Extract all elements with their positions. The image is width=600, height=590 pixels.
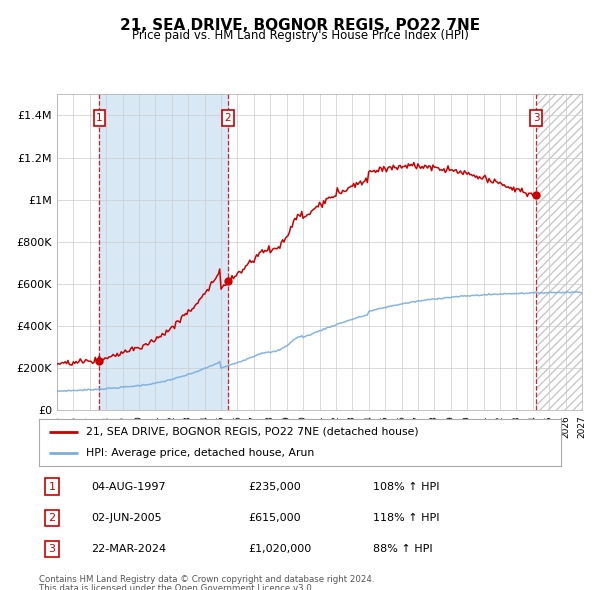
Text: HPI: Average price, detached house, Arun: HPI: Average price, detached house, Arun xyxy=(86,448,314,458)
Text: £1,020,000: £1,020,000 xyxy=(248,544,311,554)
Text: 21, SEA DRIVE, BOGNOR REGIS, PO22 7NE (detached house): 21, SEA DRIVE, BOGNOR REGIS, PO22 7NE (d… xyxy=(86,427,419,437)
Text: 21, SEA DRIVE, BOGNOR REGIS, PO22 7NE: 21, SEA DRIVE, BOGNOR REGIS, PO22 7NE xyxy=(120,18,480,32)
Text: 2: 2 xyxy=(224,113,231,123)
Bar xyxy=(536,94,582,410)
Text: 02-JUN-2005: 02-JUN-2005 xyxy=(91,513,162,523)
Text: 2: 2 xyxy=(49,513,56,523)
Text: Contains HM Land Registry data © Crown copyright and database right 2024.: Contains HM Land Registry data © Crown c… xyxy=(39,575,374,584)
Text: 04-AUG-1997: 04-AUG-1997 xyxy=(91,481,166,491)
Text: £615,000: £615,000 xyxy=(248,513,301,523)
Bar xyxy=(100,94,228,410)
Text: 88% ↑ HPI: 88% ↑ HPI xyxy=(373,544,433,554)
Text: 1: 1 xyxy=(49,481,56,491)
Text: This data is licensed under the Open Government Licence v3.0.: This data is licensed under the Open Gov… xyxy=(39,584,314,590)
Text: 118% ↑ HPI: 118% ↑ HPI xyxy=(373,513,440,523)
Text: 1: 1 xyxy=(96,113,103,123)
Text: 3: 3 xyxy=(49,544,56,554)
Bar xyxy=(536,94,582,410)
Text: 108% ↑ HPI: 108% ↑ HPI xyxy=(373,481,440,491)
Text: Price paid vs. HM Land Registry's House Price Index (HPI): Price paid vs. HM Land Registry's House … xyxy=(131,30,469,42)
Text: £235,000: £235,000 xyxy=(248,481,301,491)
Text: 3: 3 xyxy=(533,113,540,123)
Text: 22-MAR-2024: 22-MAR-2024 xyxy=(91,544,166,554)
